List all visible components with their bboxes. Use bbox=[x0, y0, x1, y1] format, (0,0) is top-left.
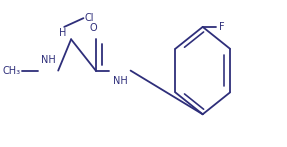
Text: F: F bbox=[219, 22, 224, 32]
Text: Cl: Cl bbox=[85, 13, 94, 23]
Text: NH: NH bbox=[113, 76, 127, 86]
Text: NH: NH bbox=[41, 55, 56, 65]
Text: H: H bbox=[59, 28, 67, 38]
Text: O: O bbox=[89, 24, 97, 34]
Text: CH₃: CH₃ bbox=[2, 66, 20, 76]
